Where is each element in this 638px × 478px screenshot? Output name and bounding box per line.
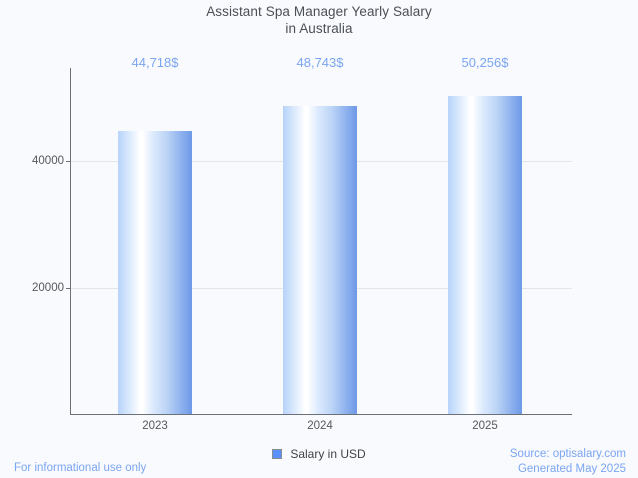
bar-2025[interactable]: [448, 96, 522, 414]
bar-value-label-2023: 44,718$: [131, 55, 179, 70]
legend-item-label: Salary in USD: [290, 447, 366, 461]
y-tick-label-40000: 40000: [32, 155, 64, 167]
y-tick-mark-40000: [66, 161, 71, 162]
legend-swatch-icon: [272, 449, 283, 459]
y-tick-label-20000: 20000: [32, 282, 64, 294]
footer-disclaimer: For informational use only: [14, 462, 147, 474]
y-axis-line: [70, 68, 71, 415]
x-axis-line: [71, 414, 572, 415]
bar-2024[interactable]: [283, 106, 357, 414]
bar-2023[interactable]: [118, 131, 192, 414]
chart-title-line-2: in Australia: [285, 21, 353, 36]
legend-item-salary-in-usd[interactable]: Salary in USD: [272, 447, 366, 461]
chart-title-line-1: Assistant Spa Manager Yearly Salary: [206, 4, 432, 19]
x-tick-label-2024: 2024: [307, 420, 333, 432]
chart-title: Assistant Spa Manager Yearly Salary in A…: [0, 3, 638, 37]
x-tick-label-2023: 2023: [142, 420, 168, 432]
bar-value-label-2024: 48,743$: [296, 55, 344, 70]
x-tick-label-2025: 2025: [472, 420, 498, 432]
bar-value-label-2025: 50,256$: [461, 55, 509, 70]
plot-area: [66, 68, 572, 414]
footer-generated-date: Generated May 2025: [517, 463, 626, 475]
footer-attribution: Source: optisalary.com Generated May 202…: [510, 447, 626, 477]
y-axis-labels: 40000 20000: [0, 0, 64, 478]
footer-source: Source: optisalary.com: [509, 448, 626, 460]
chart-legend: Salary in USD: [0, 447, 638, 461]
y-tick-mark-20000: [66, 288, 71, 289]
